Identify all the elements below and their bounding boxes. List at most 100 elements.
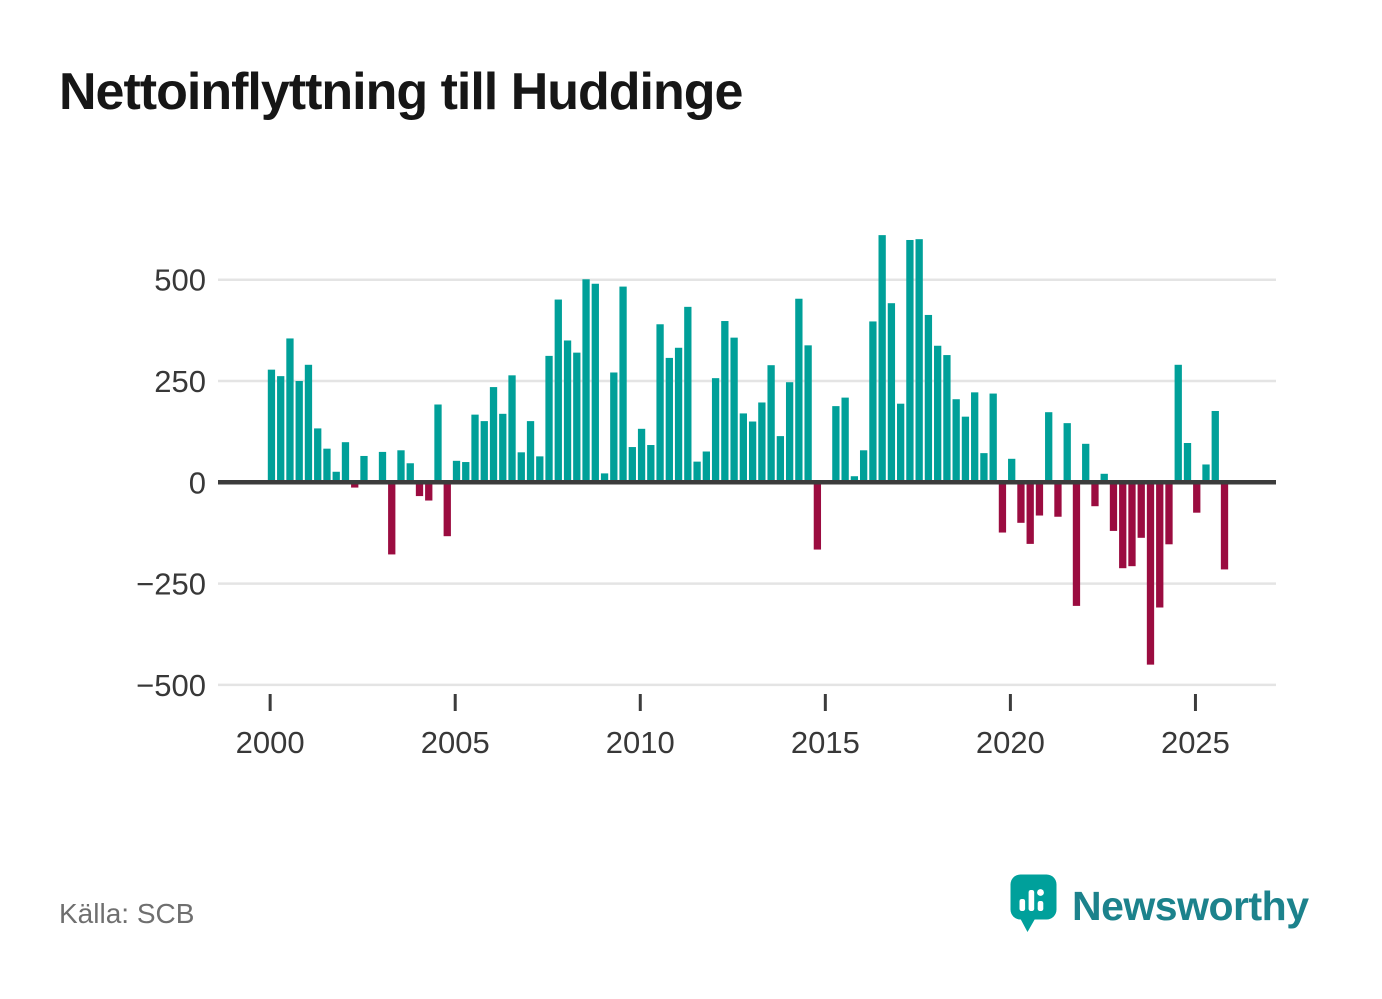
chart-title: Nettoinflyttning till Huddinge bbox=[59, 63, 743, 121]
x-tick-label-2025: 2025 bbox=[1161, 725, 1230, 760]
bar-2002-Q2 bbox=[351, 482, 359, 488]
bar-2011-Q2 bbox=[684, 306, 692, 483]
bar-2019-Q1 bbox=[971, 392, 979, 483]
bar-2008-Q3 bbox=[582, 279, 590, 483]
bar-2016-Q1 bbox=[859, 450, 868, 483]
bar-2010-Q2 bbox=[647, 445, 655, 483]
bar-2007-Q4 bbox=[554, 299, 562, 483]
bar-2023-Q3 bbox=[1137, 482, 1145, 538]
bar-2009-Q2 bbox=[610, 372, 618, 483]
bar-2004-Q1 bbox=[415, 482, 424, 497]
bar-2001-Q4 bbox=[332, 471, 340, 483]
bar-2004-Q4 bbox=[443, 482, 451, 537]
bar-2004-Q2 bbox=[425, 482, 433, 501]
bar-2002-Q1 bbox=[341, 442, 350, 483]
bar-2022-Q1 bbox=[1082, 443, 1090, 483]
bar-2018-Q4 bbox=[961, 416, 970, 483]
newsworthy-logo-icon bbox=[1010, 874, 1057, 938]
bar-2025-Q3 bbox=[1211, 410, 1219, 483]
bar-2006-Q1 bbox=[489, 387, 498, 483]
bar-2019-Q4 bbox=[998, 482, 1007, 533]
x-tick-label-2010: 2010 bbox=[606, 725, 675, 760]
bar-2007-Q1 bbox=[526, 421, 535, 483]
bar-2012-Q3 bbox=[730, 337, 738, 483]
bar-2019-Q2 bbox=[980, 453, 988, 483]
bar-2013-Q1 bbox=[748, 421, 757, 483]
x-tick-label-2015: 2015 bbox=[791, 725, 860, 760]
y-tick-label-250: 250 bbox=[154, 364, 206, 399]
bar-2001-Q3 bbox=[323, 448, 331, 483]
bar-2020-Q3 bbox=[1026, 482, 1034, 544]
bar-2010-Q4 bbox=[665, 357, 673, 483]
y-tick-label--250: −250 bbox=[136, 567, 206, 602]
bar-2014-Q2 bbox=[795, 298, 803, 483]
bar-2002-Q3 bbox=[360, 455, 368, 483]
bar-2000-Q3 bbox=[286, 338, 294, 483]
bar-2020-Q4 bbox=[1035, 482, 1044, 516]
y-tick-label-0: 0 bbox=[189, 465, 206, 500]
bar-2007-Q3 bbox=[545, 355, 553, 483]
bar-2008-Q2 bbox=[573, 352, 581, 483]
source-caption: Källa: SCB bbox=[59, 898, 195, 929]
bar-2012-Q1 bbox=[711, 378, 720, 483]
bar-2013-Q4 bbox=[776, 436, 785, 483]
bar-2021-Q1 bbox=[1045, 412, 1053, 483]
bar-2003-Q1 bbox=[378, 451, 387, 483]
bar-2015-Q3 bbox=[841, 397, 849, 483]
bar-2016-Q4 bbox=[887, 303, 896, 483]
bar-2017-Q1 bbox=[897, 403, 905, 483]
bar-2014-Q1 bbox=[785, 382, 794, 483]
bar-2016-Q3 bbox=[878, 235, 886, 483]
bar-2012-Q2 bbox=[721, 321, 729, 483]
bar-2004-Q3 bbox=[434, 404, 442, 483]
bar-2011-Q4 bbox=[702, 451, 710, 483]
bar-2010-Q1 bbox=[637, 428, 646, 483]
bar-2022-Q3 bbox=[1100, 473, 1108, 483]
bar-2024-Q4 bbox=[1183, 443, 1192, 483]
bar-2021-Q2 bbox=[1054, 482, 1062, 517]
bar-2003-Q2 bbox=[388, 482, 396, 555]
bar-2023-Q2 bbox=[1128, 482, 1136, 567]
bar-2017-Q4 bbox=[924, 314, 933, 483]
bar-2005-Q3 bbox=[471, 414, 479, 483]
bar-2005-Q1 bbox=[452, 460, 461, 483]
bar-2006-Q2 bbox=[499, 413, 507, 483]
bar-2020-Q2 bbox=[1017, 482, 1025, 523]
bar-2006-Q4 bbox=[517, 452, 525, 483]
x-tick-label-2020: 2020 bbox=[976, 725, 1045, 760]
bar-2023-Q4 bbox=[1146, 482, 1155, 665]
bar-2003-Q4 bbox=[406, 463, 414, 483]
bar-2022-Q2 bbox=[1091, 482, 1099, 507]
bar-2021-Q3 bbox=[1063, 423, 1071, 483]
bar-2011-Q3 bbox=[693, 461, 701, 483]
bar-2018-Q3 bbox=[952, 399, 960, 483]
bar-2000-Q4 bbox=[295, 381, 303, 483]
bar-2025-Q1 bbox=[1193, 482, 1201, 513]
bar-2019-Q3 bbox=[989, 393, 997, 483]
bar-2009-Q3 bbox=[619, 286, 627, 483]
bar-2014-Q4 bbox=[813, 482, 822, 550]
bar-2025-Q4 bbox=[1220, 482, 1229, 570]
brand-footer: Newsworthy bbox=[1010, 874, 1309, 938]
bar-2021-Q4 bbox=[1072, 482, 1081, 606]
bar-2000-Q1 bbox=[267, 369, 276, 483]
bar-2022-Q4 bbox=[1109, 482, 1118, 531]
bar-2000-Q2 bbox=[277, 376, 285, 483]
bar-2005-Q4 bbox=[480, 421, 488, 483]
bar-2014-Q3 bbox=[804, 345, 812, 483]
x-tick-label-2005: 2005 bbox=[421, 725, 490, 760]
bar-2013-Q2 bbox=[758, 402, 766, 483]
bar-2003-Q3 bbox=[397, 450, 405, 483]
bar-2020-Q1 bbox=[1008, 458, 1016, 483]
bar-2024-Q2 bbox=[1165, 482, 1173, 545]
x-tick-label-2000: 2000 bbox=[236, 725, 305, 760]
bar-2009-Q1 bbox=[600, 473, 609, 483]
bar-2023-Q1 bbox=[1119, 482, 1127, 569]
bar-2017-Q2 bbox=[906, 239, 914, 483]
bar-2001-Q2 bbox=[314, 428, 322, 483]
newsworthy-wordmark: Newsworthy bbox=[1072, 882, 1309, 929]
bar-2008-Q4 bbox=[591, 283, 599, 483]
bar-2025-Q2 bbox=[1202, 464, 1210, 483]
